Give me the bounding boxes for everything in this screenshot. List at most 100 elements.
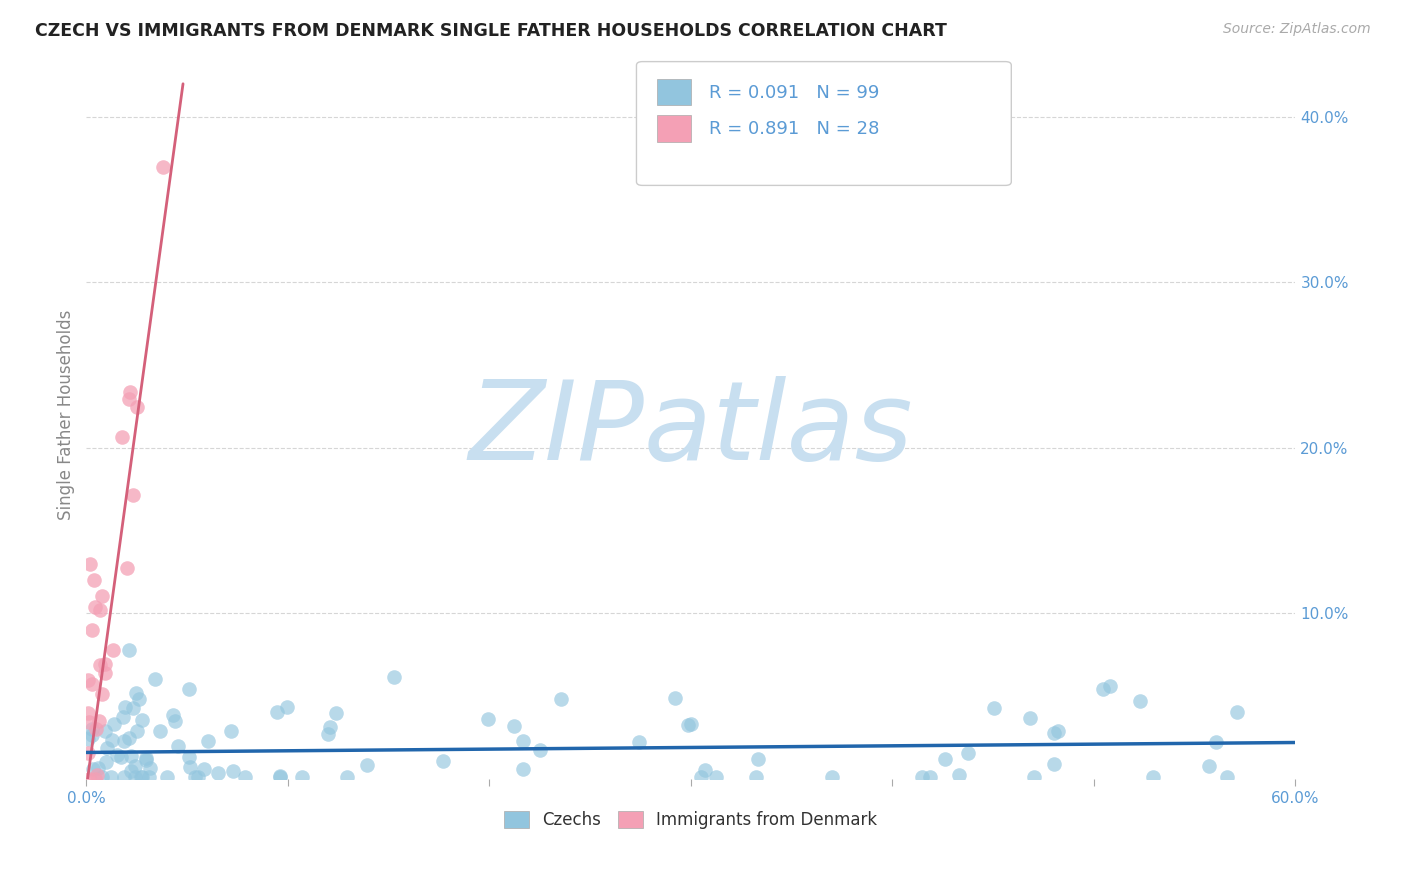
Point <box>124 758 146 772</box>
Point <box>664 691 686 706</box>
Point <box>115 561 138 575</box>
Point <box>704 770 727 784</box>
Point <box>678 718 700 732</box>
Point <box>477 712 499 726</box>
Point <box>77 772 100 786</box>
Point <box>131 770 153 784</box>
Point <box>87 714 110 728</box>
Text: ZIPatlas: ZIPatlas <box>468 376 912 483</box>
Point <box>121 701 143 715</box>
Point <box>135 751 157 765</box>
Point <box>82 762 104 776</box>
Point <box>983 700 1005 714</box>
Point <box>179 760 201 774</box>
Point <box>101 733 124 747</box>
Point <box>165 714 187 728</box>
Point <box>693 763 716 777</box>
Point <box>679 717 702 731</box>
Point <box>177 682 200 697</box>
Point <box>432 754 454 768</box>
Point <box>103 716 125 731</box>
Point <box>221 724 243 739</box>
FancyBboxPatch shape <box>657 115 690 142</box>
Point <box>77 715 100 730</box>
Point <box>138 770 160 784</box>
Point <box>222 764 245 778</box>
FancyBboxPatch shape <box>637 62 1011 186</box>
Point <box>1091 681 1114 696</box>
Point <box>550 692 572 706</box>
Point <box>118 385 141 400</box>
Point <box>269 769 291 783</box>
Point <box>83 772 105 786</box>
Point <box>821 770 844 784</box>
Point <box>110 749 132 764</box>
Point <box>80 677 103 691</box>
Text: Source: ZipAtlas.com: Source: ZipAtlas.com <box>1223 22 1371 37</box>
Point <box>90 589 112 603</box>
Point <box>920 770 942 784</box>
Point <box>529 742 551 756</box>
Point <box>177 750 200 764</box>
Point <box>87 761 110 775</box>
Point <box>79 557 101 571</box>
Point <box>89 657 111 672</box>
Point <box>152 160 174 174</box>
Point <box>627 735 650 749</box>
Point <box>112 770 135 784</box>
Point <box>291 770 314 784</box>
Point <box>162 707 184 722</box>
Text: CZECH VS IMMIGRANTS FROM DENMARK SINGLE FATHER HOUSEHOLDS CORRELATION CHART: CZECH VS IMMIGRANTS FROM DENMARK SINGLE … <box>35 22 948 40</box>
Point <box>1043 726 1066 740</box>
Point <box>744 770 766 784</box>
Point <box>118 731 141 745</box>
Point <box>100 770 122 784</box>
Point <box>187 770 209 784</box>
Point <box>91 770 114 784</box>
Point <box>120 764 142 779</box>
Point <box>512 734 534 748</box>
Point <box>114 699 136 714</box>
Point <box>956 747 979 761</box>
Text: R = 0.891   N = 28: R = 0.891 N = 28 <box>709 120 879 138</box>
Point <box>94 657 117 672</box>
Point <box>93 666 115 681</box>
Point <box>319 720 342 734</box>
Point <box>1142 770 1164 784</box>
Point <box>747 752 769 766</box>
Point <box>269 770 291 784</box>
Point <box>156 770 179 784</box>
Point <box>105 748 128 763</box>
Point <box>139 760 162 774</box>
Point <box>101 643 124 657</box>
FancyBboxPatch shape <box>657 78 690 105</box>
Point <box>121 488 143 502</box>
Point <box>276 699 298 714</box>
Point <box>96 740 118 755</box>
Point <box>382 670 405 684</box>
Point <box>1019 711 1042 725</box>
Point <box>77 732 100 747</box>
Text: R = 0.091   N = 99: R = 0.091 N = 99 <box>709 84 879 102</box>
Point <box>77 673 100 687</box>
Point <box>143 672 166 686</box>
Point <box>135 754 157 768</box>
Point <box>149 724 172 739</box>
Point <box>207 765 229 780</box>
Point <box>82 623 104 637</box>
Point <box>80 728 103 742</box>
Point <box>89 603 111 617</box>
Point <box>1129 694 1152 708</box>
Point <box>356 758 378 772</box>
Point <box>910 770 932 784</box>
Point <box>120 749 142 764</box>
Point <box>77 746 100 760</box>
Point <box>124 770 146 784</box>
Point <box>1205 734 1227 748</box>
Point <box>197 734 219 748</box>
Point <box>90 687 112 701</box>
Point <box>316 727 339 741</box>
Point <box>111 710 134 724</box>
Point <box>118 392 141 407</box>
Point <box>233 770 256 784</box>
